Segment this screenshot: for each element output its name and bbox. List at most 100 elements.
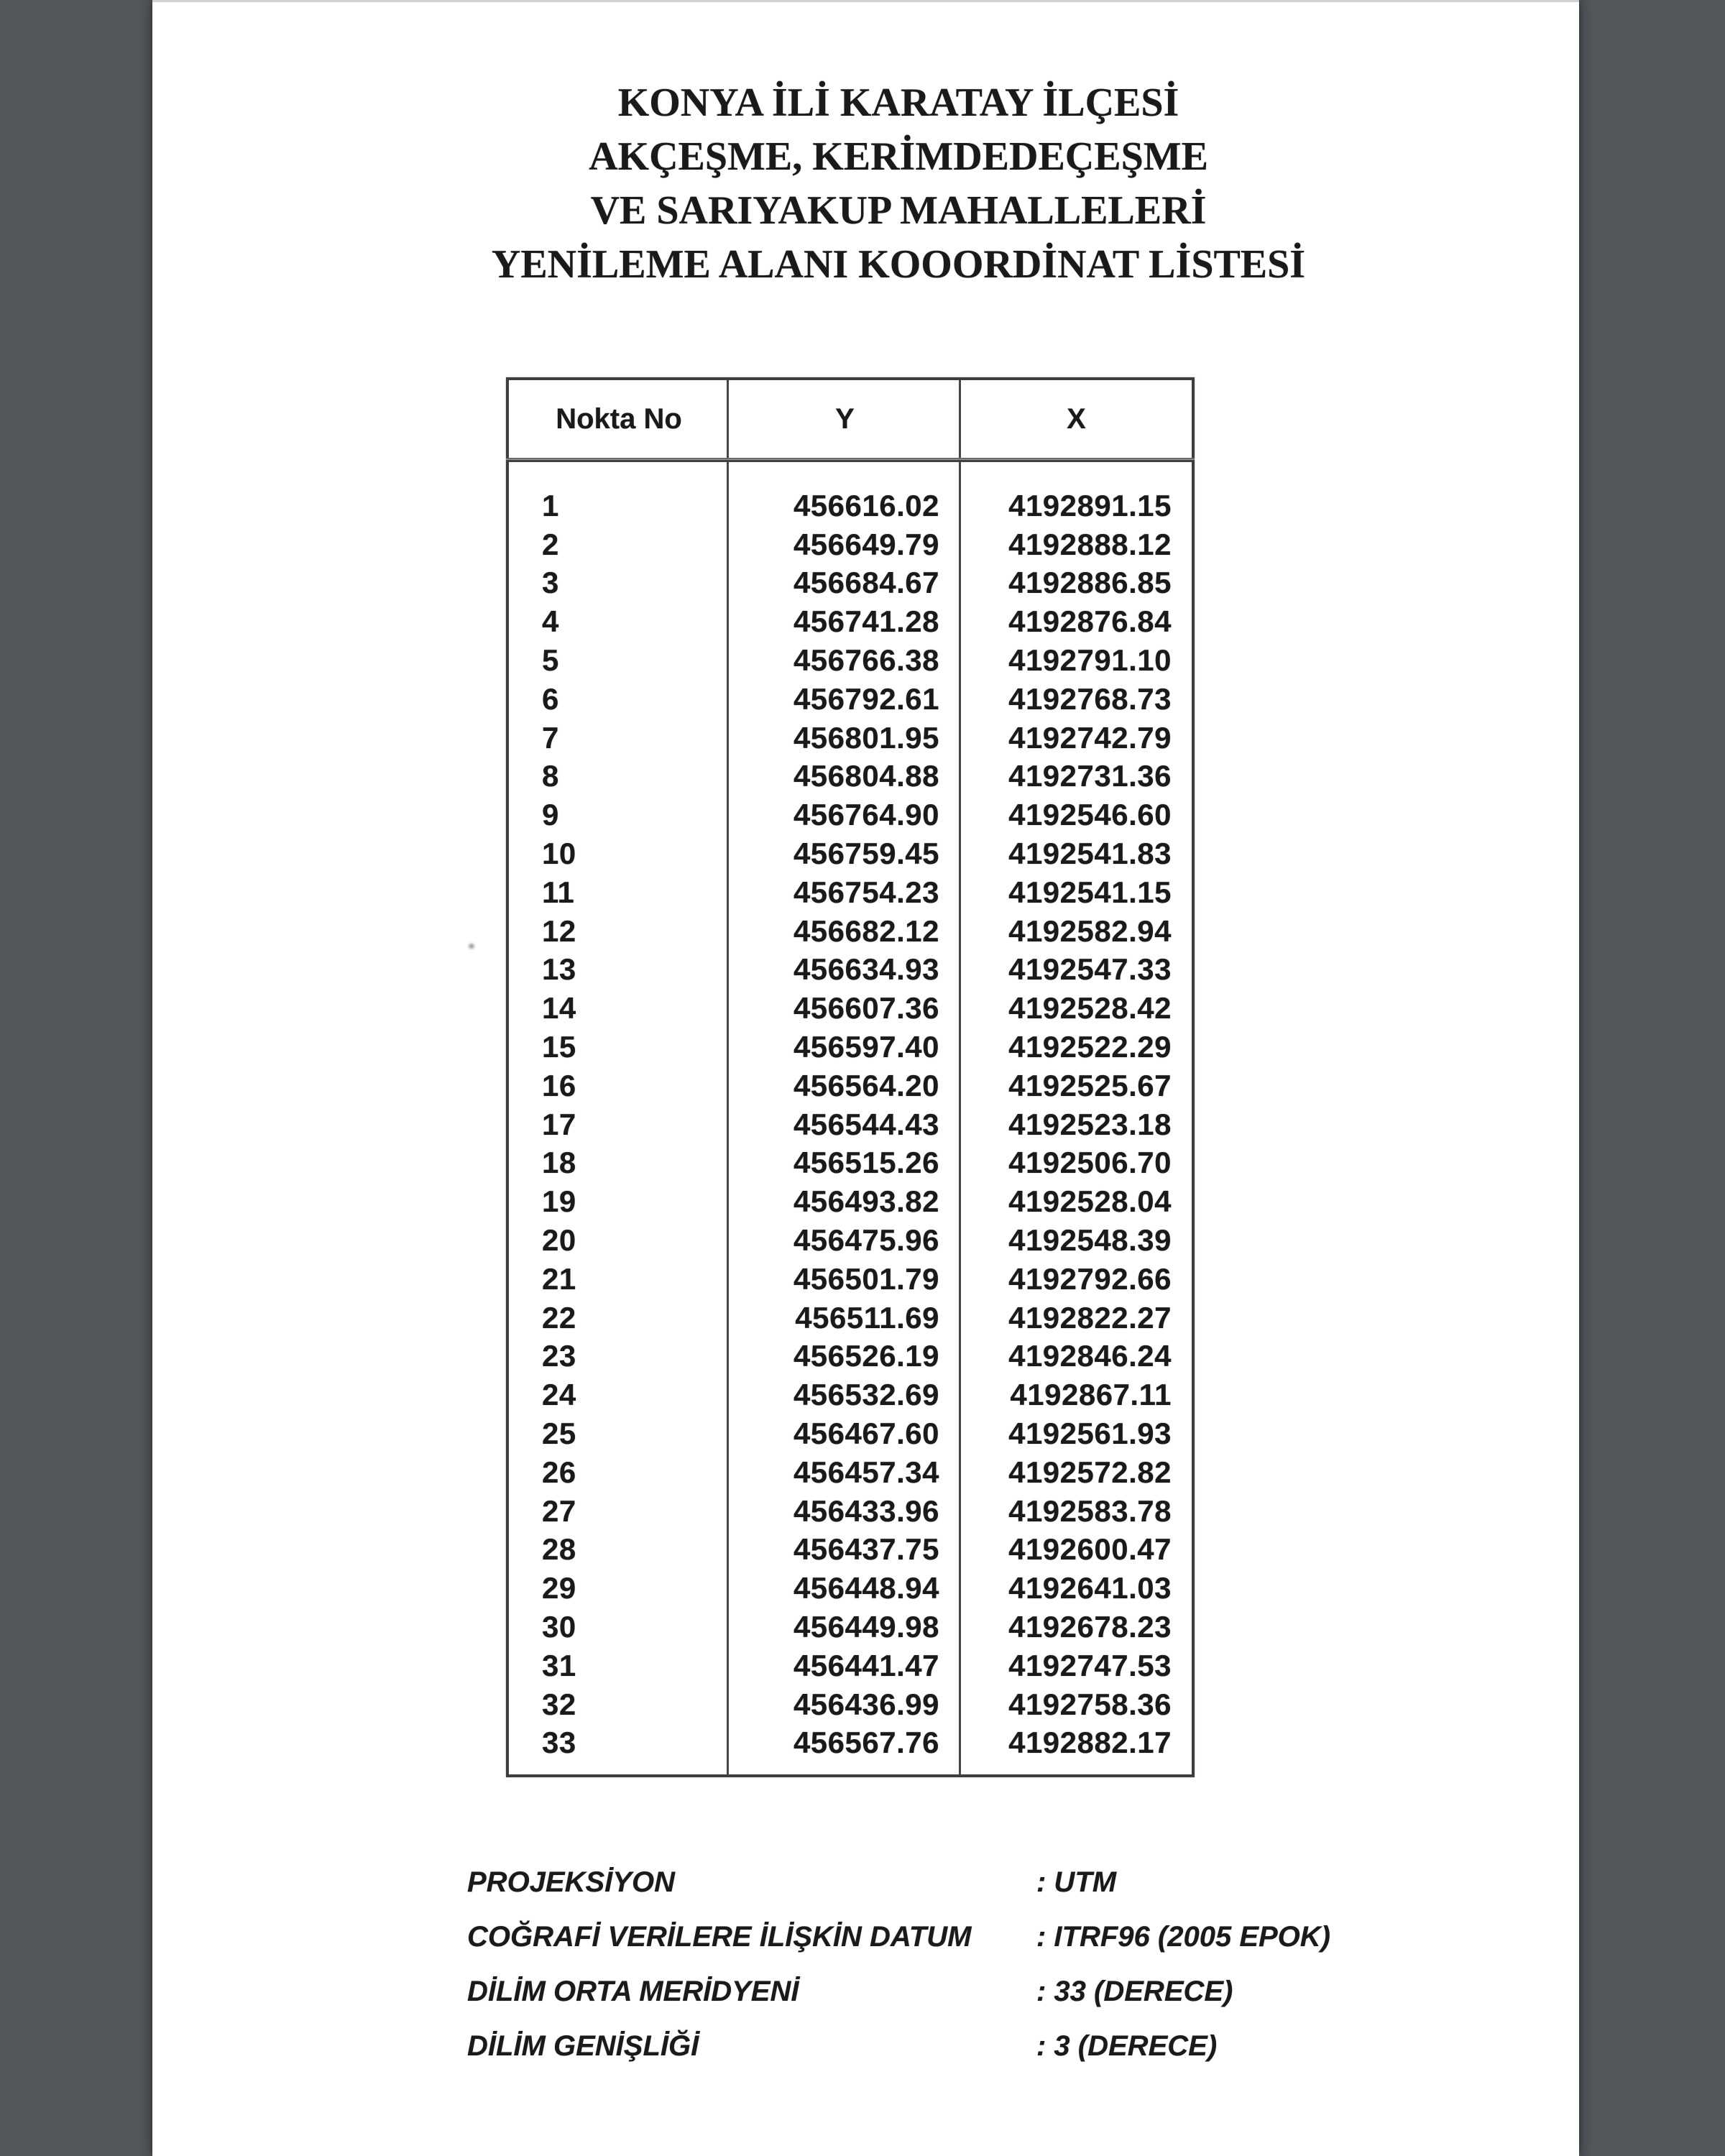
y-coordinate-cell: 456764.90 [793,798,939,832]
point-no-cell: 18 [542,1146,576,1180]
table-row: 11 456754.23 4192541.15 [509,873,1192,912]
table-row: 9 456764.90 4192546.60 [509,796,1192,834]
point-no-cell: 10 [542,837,576,871]
y-coordinate-cell: 456684.67 [793,566,939,600]
y-coordinate-cell: 456754.23 [793,875,939,909]
table-row: 19 456493.82 4192528.04 [509,1182,1192,1221]
point-no-cell: 1 [542,488,559,522]
point-no-cell: 29 [542,1571,576,1606]
y-coordinate-cell: 456467.60 [793,1416,939,1451]
y-coordinate-cell: 456449.98 [793,1610,939,1644]
zone-width-label: DİLİM GENİŞLİĞİ [467,2030,699,2062]
point-no-cell: 14 [542,991,576,1026]
x-coordinate-cell: 4192548.39 [1008,1223,1172,1258]
title-line-1: KONYA İLİ KARATAY İLÇESİ [617,80,1179,125]
x-coordinate-cell: 4192747.53 [1008,1648,1172,1682]
x-coordinate-cell: 4192582.94 [1008,913,1172,948]
y-coordinate-cell: 456759.45 [793,837,939,871]
y-coordinate-cell: 456437.75 [793,1532,939,1567]
y-coordinate-cell: 456792.61 [793,681,939,716]
point-no-cell: 2 [542,527,559,561]
point-no-cell: 9 [542,798,559,832]
y-coordinate-cell: 456567.76 [793,1726,939,1760]
column-divider [727,380,729,1774]
document-page: KONYA İLİ KARATAY İLÇESİ AKÇEŞME, KERİMD… [152,0,1579,2156]
table-row: 24 456532.69 4192867.11 [509,1376,1192,1414]
point-no-cell: 31 [542,1648,576,1682]
table-row: 20 456475.96 4192548.39 [509,1221,1192,1260]
table-row: 3 456684.67 4192886.85 [509,564,1192,603]
x-coordinate-cell: 4192867.11 [1010,1378,1172,1412]
scan-speck [469,944,474,949]
table-row: 6 456792.61 4192768.73 [509,680,1192,719]
x-coordinate-cell: 4192888.12 [1008,527,1172,561]
table-row: 29 456448.94 4192641.03 [509,1569,1192,1608]
point-no-cell: 23 [542,1339,576,1373]
projection-value: : UTM [1036,1866,1117,1898]
point-no-cell: 8 [542,759,559,793]
datum-label: COĞRAFİ VERİLERE İLİŞKİN DATUM [467,1921,972,1953]
central-meridian-label: DİLİM ORTA MERİDYENİ [467,1976,799,2007]
y-coordinate-cell: 456433.96 [793,1493,939,1528]
table-row: 16 456564.20 4192525.67 [509,1067,1192,1105]
point-no-cell: 7 [542,720,559,755]
projection-label: PROJEKSİYON [467,1866,675,1898]
x-coordinate-cell: 4192822.27 [1008,1300,1172,1335]
point-no-cell: 12 [542,913,576,948]
table-row: 2 456649.79 4192888.12 [509,525,1192,564]
y-coordinate-cell: 456544.43 [793,1107,939,1141]
x-coordinate-cell: 4192882.17 [1008,1726,1172,1760]
y-coordinate-cell: 456634.93 [793,952,939,987]
y-coordinate-cell: 456448.94 [793,1571,939,1606]
table-row: 4 456741.28 4192876.84 [509,602,1192,641]
table-row: 7 456801.95 4192742.79 [509,719,1192,757]
zone-width-line: DİLİM GENİŞLİĞİ : 3 (DERECE) [467,2019,1473,2073]
table-row: 28 456437.75 4192600.47 [509,1531,1192,1570]
point-no-cell: 25 [542,1416,576,1451]
x-coordinate-cell: 4192528.42 [1008,991,1172,1026]
x-coordinate-cell: 4192891.15 [1008,488,1172,522]
projection-line: PROJEKSİYON : UTM [467,1855,1473,1909]
y-coordinate-cell: 456649.79 [793,527,939,561]
y-coordinate-cell: 456741.28 [793,604,939,639]
table-row: 5 456766.38 4192791.10 [509,641,1192,680]
x-coordinate-cell: 4192522.29 [1008,1030,1172,1064]
table-row: 26 456457.34 4192572.82 [509,1453,1192,1492]
table-row: 1 456616.02 4192891.15 [509,487,1192,525]
y-coordinate-cell: 456564.20 [793,1068,939,1102]
point-no-cell: 20 [542,1223,576,1258]
table-row: 21 456501.79 4192792.66 [509,1260,1192,1299]
table-row: 30 456449.98 4192678.23 [509,1608,1192,1646]
y-coordinate-cell: 456441.47 [793,1648,939,1682]
table-row: 12 456682.12 4192582.94 [509,912,1192,951]
table-row: 22 456511.69 4192822.27 [509,1299,1192,1337]
title-line-2: AKÇEŞME, KERİMDEDEÇEŞME [589,134,1208,179]
header-y: Y [835,402,855,435]
datum-value: : ITRF96 (2005 EPOK) [1036,1921,1331,1953]
point-no-cell: 15 [542,1030,576,1064]
point-no-cell: 3 [542,566,559,600]
table-body: 1 456616.02 4192891.15 2 456649.79 4192888.12… [509,462,1192,1774]
y-coordinate-cell: 456597.40 [793,1030,939,1064]
y-coordinate-cell: 456436.99 [793,1687,939,1721]
y-coordinate-cell: 456526.19 [793,1339,939,1373]
x-coordinate-cell: 4192641.03 [1008,1571,1172,1606]
x-coordinate-cell: 4192523.18 [1008,1107,1172,1141]
table-row: 13 456634.93 4192547.33 [509,951,1192,990]
table-row: 27 456433.96 4192583.78 [509,1492,1192,1531]
x-coordinate-cell: 4192678.23 [1008,1610,1172,1644]
column-divider [959,380,961,1774]
x-coordinate-cell: 4192572.82 [1008,1455,1172,1489]
point-no-cell: 11 [542,875,575,909]
table-row: 17 456544.43 4192523.18 [509,1105,1192,1144]
y-coordinate-cell: 456804.88 [793,759,939,793]
title-line-4: YENİLEME ALANI KOOORDİNAT LİSTESİ [491,242,1306,287]
zone-width-value: : 3 (DERECE) [1036,2030,1218,2062]
point-no-cell: 26 [542,1455,576,1489]
x-coordinate-cell: 4192876.84 [1008,604,1172,639]
x-coordinate-cell: 4192768.73 [1008,681,1172,716]
point-no-cell: 19 [542,1184,576,1219]
point-no-cell: 27 [542,1493,576,1528]
x-coordinate-cell: 4192528.04 [1008,1184,1172,1219]
